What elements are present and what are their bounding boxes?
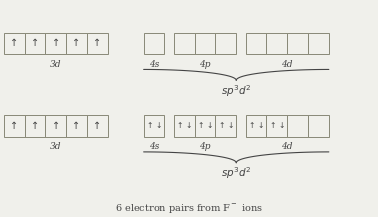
Bar <box>144 115 164 137</box>
Bar <box>287 33 308 54</box>
Text: ↑: ↑ <box>31 121 39 131</box>
Bar <box>4 115 25 137</box>
Text: ↑: ↑ <box>31 38 39 48</box>
Bar <box>215 33 236 54</box>
Text: ↑: ↑ <box>52 38 60 48</box>
Text: ↓: ↓ <box>278 121 285 130</box>
Bar <box>246 115 266 137</box>
Bar <box>4 33 25 54</box>
Bar <box>25 33 45 54</box>
Text: 6 electron pairs from F$^-$ ions: 6 electron pairs from F$^-$ ions <box>115 202 263 215</box>
Text: ↓: ↓ <box>257 121 264 130</box>
Text: ↑: ↑ <box>177 121 183 130</box>
Text: ↓: ↓ <box>227 121 234 130</box>
Text: ↑: ↑ <box>146 121 153 130</box>
Bar <box>174 115 195 137</box>
Text: ↑: ↑ <box>218 121 225 130</box>
Bar <box>174 33 195 54</box>
Text: ↑: ↑ <box>248 121 255 130</box>
Bar <box>66 115 87 137</box>
Text: 4p: 4p <box>199 60 211 69</box>
Bar <box>308 33 329 54</box>
Text: ↑: ↑ <box>10 38 18 48</box>
Bar <box>45 115 66 137</box>
Text: ↓: ↓ <box>206 121 213 130</box>
Bar <box>25 115 45 137</box>
Bar <box>195 115 215 137</box>
Text: 4d: 4d <box>282 60 293 69</box>
Bar <box>266 115 287 137</box>
Bar <box>66 33 87 54</box>
Text: ↑: ↑ <box>10 121 18 131</box>
Text: ↑: ↑ <box>197 121 204 130</box>
Text: ↑: ↑ <box>52 121 60 131</box>
Text: 4s: 4s <box>149 142 159 151</box>
Text: ↑: ↑ <box>93 38 101 48</box>
Bar <box>87 115 108 137</box>
Bar <box>308 115 329 137</box>
Bar <box>87 33 108 54</box>
Bar <box>195 33 215 54</box>
Text: 4s: 4s <box>149 60 159 69</box>
Text: ↑: ↑ <box>269 121 276 130</box>
Bar <box>144 33 164 54</box>
Text: ↓: ↓ <box>155 121 162 130</box>
Bar <box>215 115 236 137</box>
Text: ↑: ↑ <box>93 121 101 131</box>
Bar <box>266 33 287 54</box>
Text: ↓: ↓ <box>186 121 192 130</box>
Bar <box>287 115 308 137</box>
Bar <box>246 33 266 54</box>
Text: ↑: ↑ <box>73 121 81 131</box>
Text: $sp^3d^2$: $sp^3d^2$ <box>221 83 251 99</box>
Text: 4d: 4d <box>282 142 293 151</box>
Bar <box>45 33 66 54</box>
Text: 3d: 3d <box>50 142 62 151</box>
Text: ↑: ↑ <box>73 38 81 48</box>
Text: $sp^3d^2$: $sp^3d^2$ <box>221 165 251 181</box>
Text: 4p: 4p <box>199 142 211 151</box>
Text: 3d: 3d <box>50 60 62 69</box>
